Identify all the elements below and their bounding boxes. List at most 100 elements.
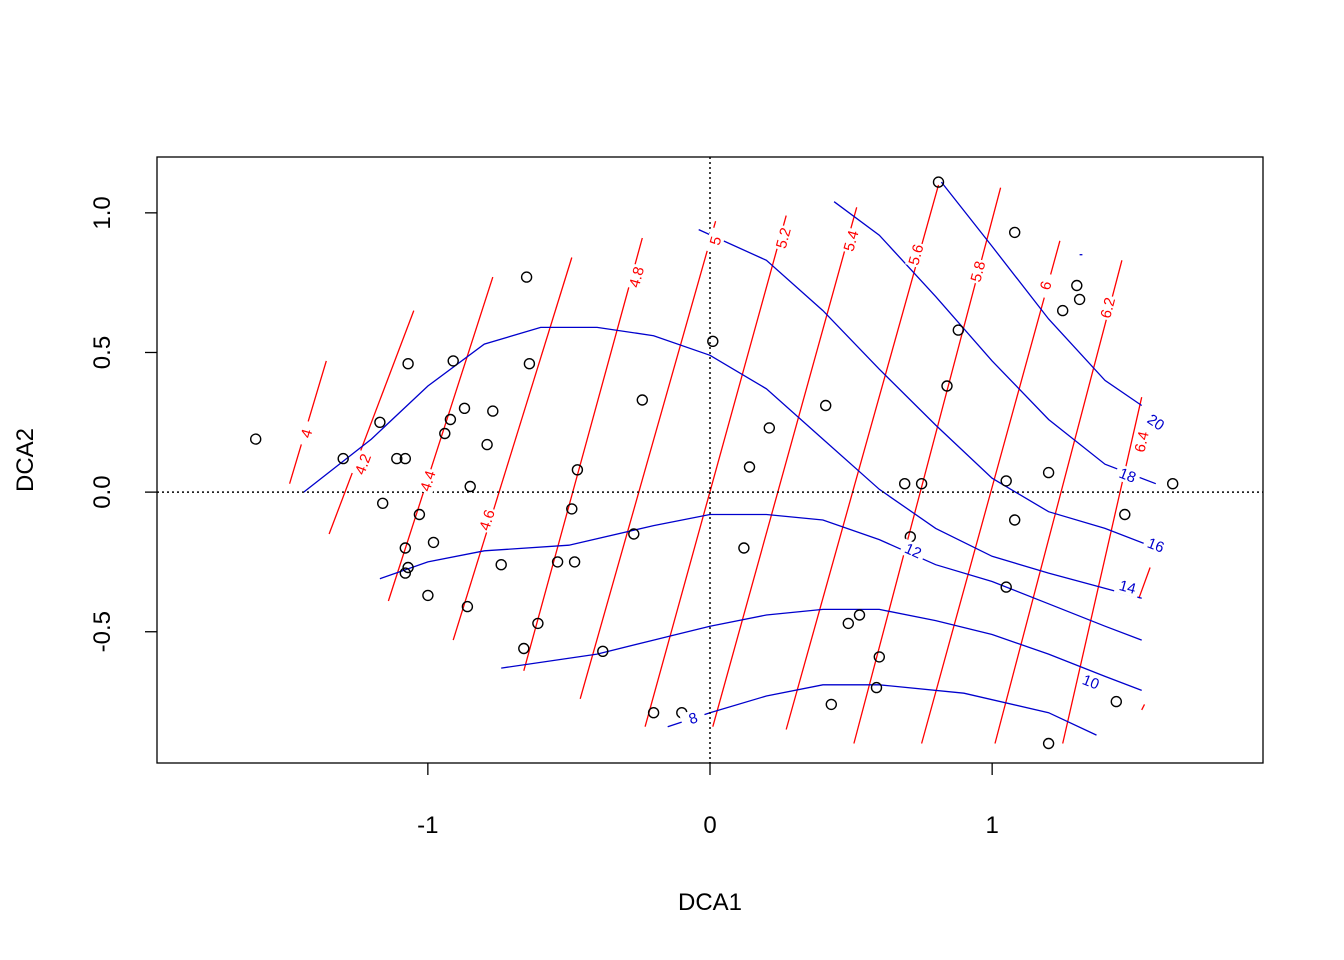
contour-red-label-8: 5.6 xyxy=(905,243,927,268)
contour-red-label-6: 5.2 xyxy=(773,226,795,251)
site-point xyxy=(523,358,536,370)
contour-label-gap xyxy=(1113,576,1142,598)
contour-label-gap xyxy=(1113,463,1142,488)
contour-blue-line-1 xyxy=(501,608,1142,692)
site-point xyxy=(1000,475,1012,487)
contour-label-gap xyxy=(679,706,707,730)
contour-blue-label-3: 14 xyxy=(1117,577,1138,598)
contour-label-gap xyxy=(416,467,440,495)
axes: -1 0 1 -0.5 0.0 0.5 1.0 xyxy=(89,196,999,839)
site-point xyxy=(1000,581,1012,593)
site-point xyxy=(825,698,837,711)
site-point xyxy=(439,427,451,440)
contour-label-gap xyxy=(772,224,795,252)
contour-label-gap xyxy=(625,263,648,291)
x-axis-label: DCA1 xyxy=(678,889,742,916)
site-point xyxy=(458,402,471,414)
site-point xyxy=(568,556,581,568)
contour-label-gap xyxy=(1076,670,1105,694)
site-points xyxy=(249,176,1179,750)
contour-red-label-7: 5.4 xyxy=(841,229,863,254)
site-point xyxy=(1056,304,1069,317)
site-point xyxy=(952,324,964,336)
site-point xyxy=(461,600,474,613)
y-tick-label: 0.5 xyxy=(89,336,116,369)
contour-red-label-11: 6.2 xyxy=(1097,296,1119,320)
site-point xyxy=(532,617,544,630)
contour-label-gap xyxy=(1034,271,1057,300)
site-point xyxy=(422,589,434,602)
contour-red-line-13 xyxy=(1138,567,1151,599)
site-point xyxy=(1042,466,1055,479)
reference-lines xyxy=(157,157,1263,763)
site-point xyxy=(413,508,426,521)
x-tick-label: 1 xyxy=(985,812,998,839)
site-point xyxy=(899,478,911,490)
contour-red-label-3: 4.6 xyxy=(476,508,498,533)
contour-blue-label-5: 18 xyxy=(1117,465,1139,487)
site-point xyxy=(738,542,750,554)
contour-blue-line-2 xyxy=(379,513,1142,641)
site-point xyxy=(1009,226,1021,239)
contour-label-gap xyxy=(1097,294,1119,322)
site-point xyxy=(597,645,609,657)
contour-label-gap xyxy=(840,227,862,255)
contour-red-line-3 xyxy=(452,257,573,641)
site-point xyxy=(647,707,660,719)
site-point xyxy=(566,503,578,515)
contour-blue-line-6 xyxy=(940,181,1143,407)
contour-red-line-1 xyxy=(328,310,415,535)
contour-label-gap xyxy=(351,450,375,479)
contour-blue-line-0 xyxy=(667,684,1097,736)
contour-red-line-4 xyxy=(523,237,643,671)
y-tick-label: 1.0 xyxy=(89,196,116,229)
contour-red-line-2 xyxy=(387,276,494,602)
y-tick-label: -0.5 xyxy=(89,611,116,652)
site-point xyxy=(374,416,386,428)
site-point xyxy=(337,452,349,465)
contour-label-gap xyxy=(1131,428,1153,456)
contour-red-line-6 xyxy=(644,215,787,727)
contour-red-label-12: 6.4 xyxy=(1132,430,1153,454)
contour-label-gap xyxy=(967,257,989,286)
site-point xyxy=(399,452,411,465)
site-point xyxy=(518,642,530,655)
contour-blue-line-4 xyxy=(698,229,1157,549)
x-tick-label: 0 xyxy=(703,812,716,839)
contour-blue-label-1: 10 xyxy=(1080,671,1102,693)
site-point xyxy=(820,399,832,412)
site-point xyxy=(447,355,459,367)
contour-label-gap xyxy=(1141,408,1171,436)
contour-red-label-1: 4.2 xyxy=(352,452,375,478)
contour-label-gap xyxy=(1141,533,1170,557)
site-point xyxy=(402,358,414,370)
contour-label-gap xyxy=(475,506,499,534)
site-point xyxy=(444,413,457,426)
site-point xyxy=(481,438,493,451)
contour-labels: 44.24.44.64.85 5.2 5.45.65.866.26.48101214… xyxy=(295,224,1171,730)
site-point xyxy=(495,559,507,571)
site-point xyxy=(1009,514,1021,526)
contour-blue-label-6: 20 xyxy=(1144,411,1167,434)
site-point xyxy=(551,556,564,568)
contour-layer xyxy=(288,181,1157,744)
site-point xyxy=(870,681,883,694)
contour-red-line-10 xyxy=(920,240,1061,744)
site-point xyxy=(1042,737,1055,750)
site-point xyxy=(487,405,499,417)
site-point xyxy=(520,271,533,283)
contour-red-line-12 xyxy=(1062,397,1143,744)
contour-red-line-5 xyxy=(579,221,717,699)
site-point xyxy=(842,617,854,630)
site-point xyxy=(853,609,866,621)
site-point xyxy=(707,335,719,347)
site-point xyxy=(763,422,775,434)
site-point xyxy=(464,480,476,493)
contour-label-gap xyxy=(898,538,928,563)
site-point xyxy=(391,452,403,465)
site-point xyxy=(915,478,928,490)
contour-blue-label-4: 16 xyxy=(1145,535,1167,557)
contour-label-gap xyxy=(905,241,927,269)
site-point xyxy=(628,528,640,540)
contour-blue-label-2: 12 xyxy=(902,540,924,562)
